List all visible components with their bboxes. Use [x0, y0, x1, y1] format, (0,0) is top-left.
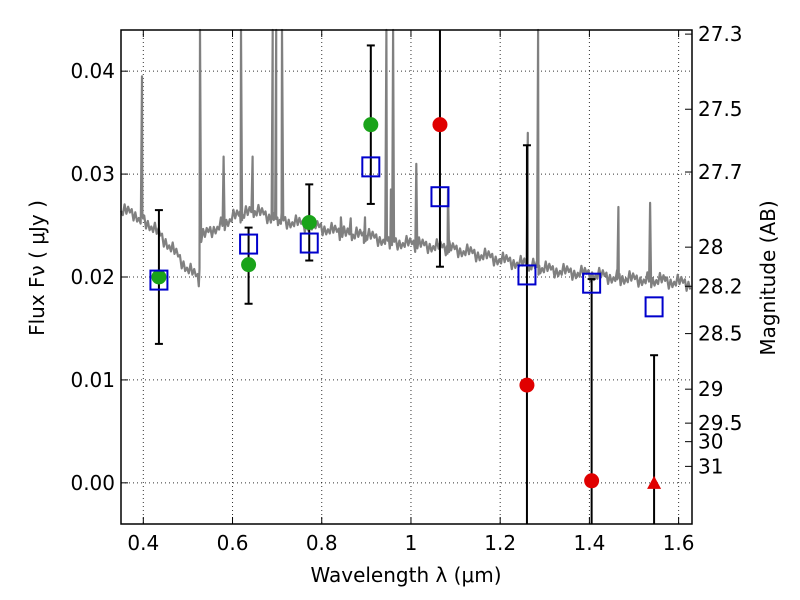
x-tick-label: 1: [405, 531, 418, 555]
x-tick-label: 0.8: [306, 531, 338, 555]
y-tick-label: 0.02: [70, 265, 115, 289]
magnitude-tick-label: 27.3: [698, 22, 743, 46]
x-tick-label: 0.6: [217, 531, 249, 555]
data-point: [519, 377, 535, 393]
magnitude-tick-label: 28.5: [698, 322, 743, 346]
y-tick-label: 0.04: [70, 59, 115, 83]
x-axis-title: Wavelength λ (μm): [310, 563, 501, 587]
model-point: [517, 264, 537, 286]
model-point: [299, 232, 319, 254]
data-point: [241, 257, 257, 273]
x-tick-label: 0.4: [127, 531, 159, 555]
data-point: [432, 117, 448, 133]
magnitude-tick-label: 28: [698, 235, 723, 259]
magnitude-tick-label: 27.5: [698, 97, 743, 121]
x-tick-label: 1.2: [484, 531, 516, 555]
model-point: [430, 186, 450, 208]
x-tick-label: 1.4: [573, 531, 605, 555]
y-tick-label: 0.00: [70, 471, 115, 495]
markers: [149, 117, 664, 489]
data-point: [301, 214, 317, 230]
data-point: [151, 269, 167, 285]
model-point: [239, 233, 259, 255]
y-axis-title: Flux Fν ( μJy ): [25, 200, 49, 336]
model-point: [149, 269, 169, 291]
error-bars: [154, 30, 659, 524]
y-tick-label: 0.03: [70, 162, 115, 186]
magnitude-axis-title: Magnitude (AB): [756, 200, 780, 355]
model-point: [644, 296, 664, 318]
magnitude-tick-label: 30: [698, 430, 723, 454]
upper-limit-point: [647, 475, 662, 489]
magnitude-tick-label: 28.2: [698, 274, 743, 298]
magnitude-tick-label: 29: [698, 377, 723, 401]
x-tick-label: 1.6: [663, 531, 695, 555]
y-axis: 0.00 0.01 0.02 0.03 0.04: [70, 59, 128, 495]
data-point: [363, 117, 379, 133]
magnitude-tick-label: 31: [698, 454, 723, 478]
magnitude-tick-label: 27.7: [698, 160, 743, 184]
magnitude-tick-label: 29.5: [698, 411, 743, 435]
spectrum-line: [119, 28, 692, 292]
model-point: [361, 156, 381, 178]
x-axis: 0.4 0.6 0.8 1 1.2 1.4 1.6: [127, 30, 695, 555]
data-point: [584, 473, 600, 489]
spectrum: [119, 28, 692, 292]
model-point: [582, 272, 602, 294]
y-tick-label: 0.01: [70, 368, 115, 392]
